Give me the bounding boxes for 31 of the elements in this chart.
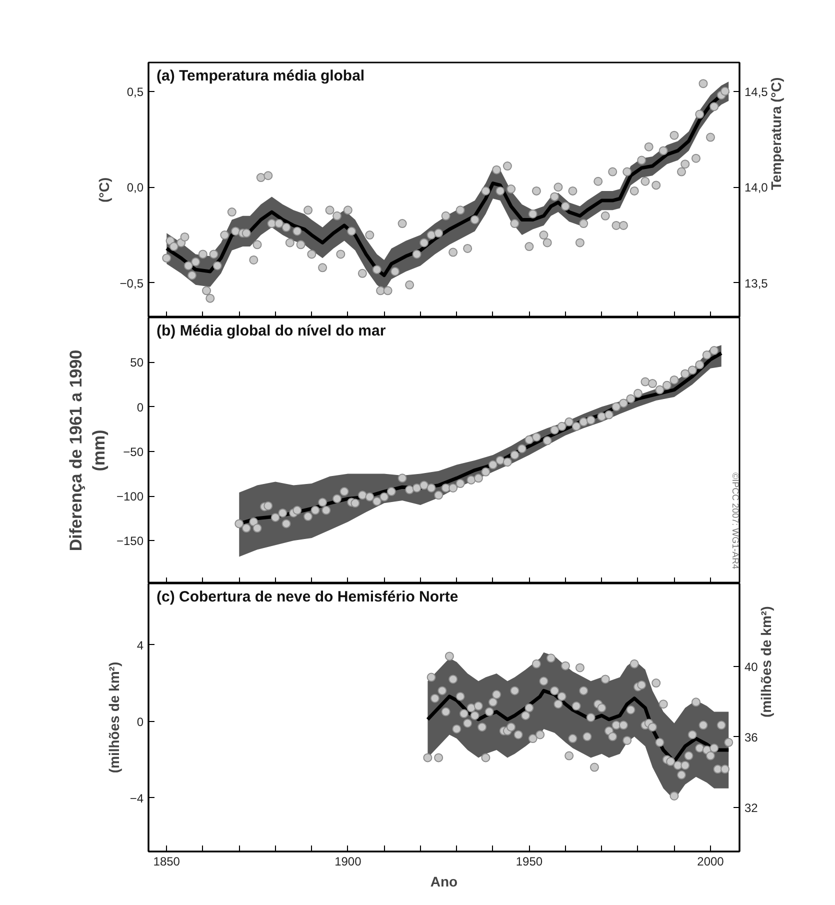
x-tick-label: 1950 <box>516 854 543 868</box>
x-tick-label: 1850 <box>153 854 180 868</box>
y-tick-label: 0,0 <box>126 180 144 195</box>
y-tick-label: 4 <box>136 638 144 652</box>
chart-title: (b) Média global do nível do mar <box>156 322 386 340</box>
y-tick-label: −4 <box>130 791 144 806</box>
chart-title: (a) Temperatura média global <box>156 68 365 84</box>
y2-axis-title: Temperatura (°C) <box>768 77 784 190</box>
annotation: ©IPCC 2007: WG1-AR4 <box>730 472 740 570</box>
y2-tick-label: 14,5 <box>744 84 768 99</box>
y2-tick-label: 40 <box>744 660 758 674</box>
y-axis-title: (milhões de km²) <box>106 662 122 774</box>
y2-tick-label: 13,5 <box>744 276 768 290</box>
x-axis-title: Ano <box>430 874 458 890</box>
y2-tick-label: 14,0 <box>744 180 768 195</box>
x-tick-label: 1900 <box>334 854 362 868</box>
y-tick-label: 0 <box>136 400 144 414</box>
y2-tick-label: 36 <box>744 730 758 744</box>
y-tick-label: 0 <box>136 714 144 729</box>
y-axis-title: (°C) <box>96 177 112 203</box>
y-tick-label: −100 <box>116 490 144 504</box>
chart-title: (c) Cobertura de neve do Hemisfério Norte <box>156 588 458 606</box>
y-axis-title: Diferença de 1961 a 1990 (mm) <box>66 350 108 552</box>
x-tick-label: 2000 <box>697 854 724 868</box>
y2-axis-title: (milhões de km²) <box>758 606 774 718</box>
y-tick-label: −0,5 <box>120 276 144 290</box>
y-tick-label: 0,5 <box>126 84 144 99</box>
y2-tick-label: 32 <box>744 800 758 815</box>
y-tick-label: 50 <box>130 356 144 370</box>
y-tick-label: −50 <box>123 444 144 459</box>
y-tick-label: −150 <box>116 534 144 548</box>
